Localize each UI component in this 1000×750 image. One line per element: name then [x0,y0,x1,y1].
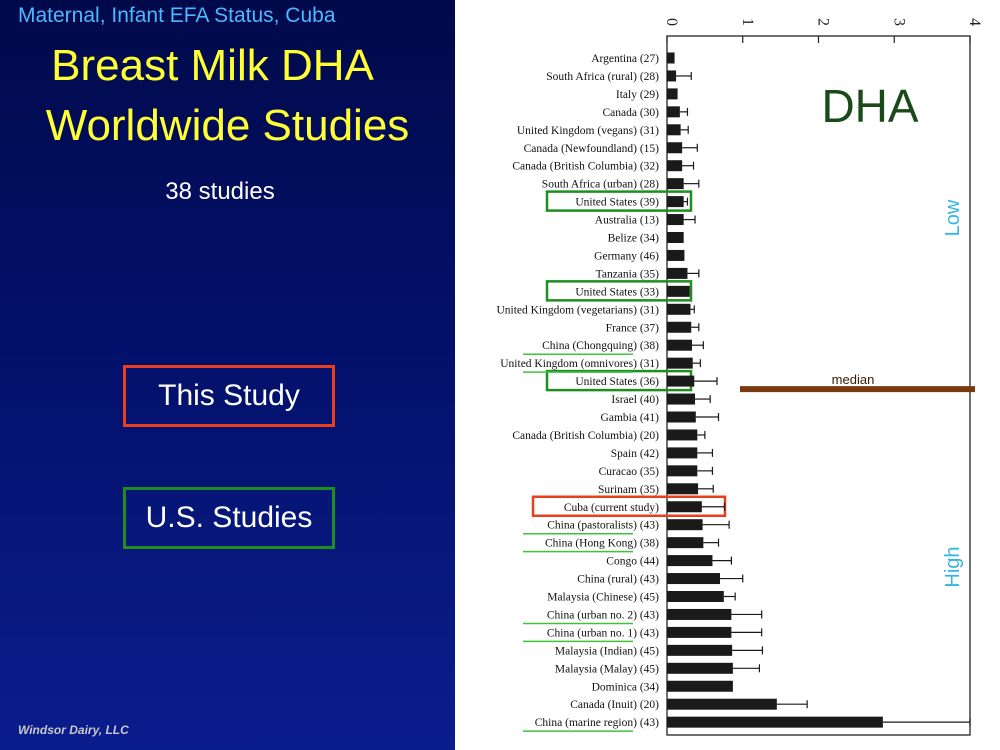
category-label: United States (39) [575,197,659,209]
dha-bar [667,465,698,477]
us-study-highlight-box [545,190,693,212]
dha-bar [667,178,684,190]
legend-us-studies: U.S. Studies [123,487,335,549]
dha-bar [667,303,691,315]
dha-bar [667,124,681,136]
dha-bar [667,214,684,226]
dha-bar [667,608,732,620]
category-label: Canada (30) [602,107,659,119]
category-label: Germany (46) [594,250,659,262]
category-label: Israel (40) [611,394,659,406]
category-label: Tanzania (35) [596,268,660,280]
slide-subtitle: Maternal, Infant EFA Status, Cuba [18,4,336,27]
legend-this-study: This Study [123,365,335,427]
category-label: Belize (34) [608,233,660,245]
dha-bar [667,357,693,369]
dha-bar [667,483,699,495]
category-label: Malaysia (Malay) (45) [555,663,659,675]
category-label: Cuba (current study) [564,502,659,514]
slide-title-line1: Breast Milk DHA [51,41,374,90]
dha-bar [667,591,724,602]
x-tick-label: 4 [966,18,983,26]
category-label: China (pastoralists) (43) [547,520,659,532]
category-label: Canada (Newfoundland) (15) [524,143,660,155]
category-label: Malaysia (Indian) (45) [555,645,659,657]
category-label: Gambia (41) [601,412,660,424]
category-label: Dominica (34) [592,681,660,693]
dha-bar [667,626,732,638]
slide-title-line2: Worldwide Studies [45,101,410,150]
category-label: Argentina (27) [591,53,659,65]
category-label: Surinam (35) [598,484,659,496]
category-label: United States (36) [575,376,659,388]
category-label: South Africa (rural) (28) [546,71,659,83]
category-label: Congo (44) [606,556,659,568]
dha-bar [667,519,703,531]
dha-bar [667,501,702,513]
dha-bar [667,267,688,279]
dha-bar [667,698,777,710]
dha-bar [667,321,692,333]
x-tick-label: 2 [815,18,832,26]
x-tick-label: 0 [663,18,680,26]
category-label: Australia (13) [595,215,659,227]
dha-bar [667,573,721,585]
dha-bar [667,537,704,549]
category-label: China (urban no. 1) (43) [547,627,659,639]
high-label: High [942,546,964,587]
dha-bar [667,88,678,100]
category-label: China (Chongquing) (38) [542,340,659,352]
category-label: United Kingdom (vegetarians) (31) [496,304,659,316]
category-label: United States (33) [575,286,659,298]
dha-bar [667,232,684,243]
dha-bar [667,160,683,172]
dha-bar [667,644,733,656]
dha-bar [667,429,698,441]
study-count: 38 studies [165,178,275,205]
dha-bar [667,716,883,728]
category-label: France (37) [606,322,659,334]
category-label: Canada (British Columbia) (20) [512,430,659,442]
x-tick-label: 3 [890,18,907,26]
dha-bar [667,447,698,459]
category-label: Canada (British Columbia) (32) [512,161,659,173]
category-label: China (Hong Kong) (38) [545,538,659,550]
x-tick-label: 1 [739,18,756,26]
dha-bar [667,249,685,261]
dha-bar [667,106,680,118]
category-label: China (rural) (43) [577,574,659,586]
dha-bar [667,375,695,387]
median-label: median [832,372,875,387]
category-label: Canada (Inuit) (20) [570,699,659,711]
dha-bar [667,70,677,82]
slide-left-panel: Maternal, Infant EFA Status, Cuba Breast… [0,0,455,750]
category-label: China (marine region) (43) [535,717,659,729]
dha-bar [667,52,675,64]
category-label: Italy (29) [616,89,659,101]
category-label: Malaysia (Chinese) (45) [547,592,659,604]
category-label: South Africa (urban) (28) [542,179,659,191]
low-label: Low [942,199,964,236]
dha-bar [667,196,684,208]
dha-bar [667,393,696,405]
dha-bar [667,285,690,297]
dha-bar [667,680,733,692]
dha-bar [667,555,713,567]
chart-title: DHA [821,80,918,132]
dha-bar [667,142,683,154]
category-label: United Kingdom (vegans) (31) [517,125,659,137]
footer-credit: Windsor Dairy, LLC [18,723,129,737]
dha-bar [667,662,733,674]
dha-bar-chart: 0 1 2 3 4 Argentina (27) South Africa (rural) … [496,18,983,736]
dha-bar [667,339,692,351]
us-study-highlight-box [545,280,693,302]
category-label: United Kingdom (omnivores) (31) [500,358,659,370]
dha-bar [667,411,696,423]
category-label: China (urban no. 2) (43) [547,609,659,621]
category-label: Curacao (35) [599,466,660,478]
category-label: Spain (42) [611,448,659,460]
